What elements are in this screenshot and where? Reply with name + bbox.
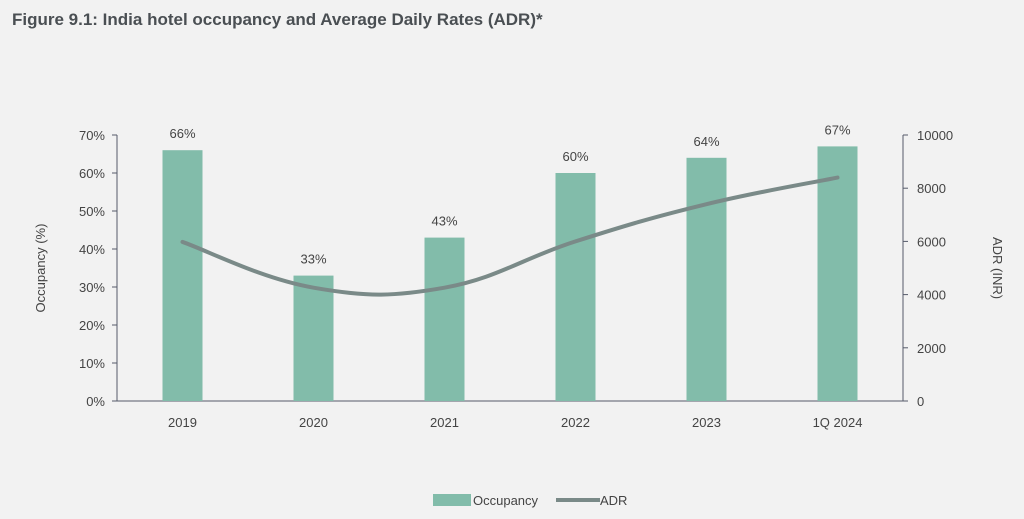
adr-line [180, 175, 840, 297]
occupancy-bar [817, 146, 858, 401]
legend-occupancy-label: Occupancy [473, 493, 539, 508]
occupancy-bar [293, 275, 334, 401]
y-axis-title: Occupancy (%) [33, 224, 48, 313]
right-tick-label: 6000 [917, 234, 946, 249]
occupancy-data-label: 66% [169, 126, 195, 141]
occupancy-data-label: 67% [824, 122, 850, 137]
x-tick-label: 2020 [299, 415, 328, 430]
right-tick-label: 2000 [917, 341, 946, 356]
right-tick-label: 10000 [917, 128, 953, 143]
legend-occupancy-swatch [433, 494, 471, 506]
x-tick-label: 2019 [168, 415, 197, 430]
left-tick-label: 50% [79, 204, 105, 219]
left-tick-label: 0% [86, 394, 105, 409]
right-tick-label: 0 [917, 394, 924, 409]
occupancy-bar [424, 237, 465, 401]
right-tick-label: 8000 [917, 181, 946, 196]
occupancy-bar [555, 173, 596, 401]
x-tick-label: 2022 [561, 415, 590, 430]
legend-adr-label: ADR [600, 493, 627, 508]
occupancy-data-label: 33% [300, 252, 326, 267]
right-tick-label: 4000 [917, 288, 946, 303]
left-tick-label: 70% [79, 128, 105, 143]
x-tick-label: 1Q 2024 [813, 415, 863, 430]
x-tick-label: 2021 [430, 415, 459, 430]
x-tick-label: 2023 [692, 415, 721, 430]
left-tick-label: 40% [79, 242, 105, 257]
occupancy-data-label: 60% [562, 149, 588, 164]
chart-title: Figure 9.1: India hotel occupancy and Av… [12, 10, 543, 29]
occupancy-data-label: 43% [431, 214, 457, 229]
left-tick-label: 30% [79, 280, 105, 295]
occupancy-bar [162, 150, 203, 401]
y2-axis-title: ADR (INR) [990, 237, 1005, 299]
left-tick-label: 10% [79, 356, 105, 371]
occupancy-bar [686, 157, 727, 401]
occupancy-data-label: 64% [693, 134, 719, 149]
left-tick-label: 60% [79, 166, 105, 181]
left-tick-label: 20% [79, 318, 105, 333]
